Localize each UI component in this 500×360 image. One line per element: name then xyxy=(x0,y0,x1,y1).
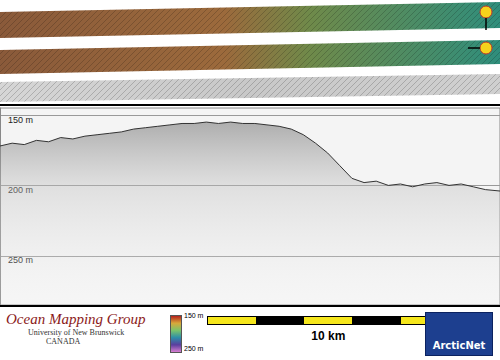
html-text:150 m: 150 m xyxy=(184,312,204,319)
html-text:ArcticNet: ArcticNet xyxy=(432,340,486,351)
html-text:10 km: 10 km xyxy=(311,329,346,343)
html-text:Ocean Mapping Group: Ocean Mapping Group xyxy=(6,311,146,327)
svg-text:150 m: 150 m xyxy=(8,115,33,125)
html-text:CANADA: CANADA xyxy=(46,337,81,346)
html-text:University of New Brunswick: University of New Brunswick xyxy=(28,328,125,337)
html-text:250 m: 250 m xyxy=(184,345,204,352)
